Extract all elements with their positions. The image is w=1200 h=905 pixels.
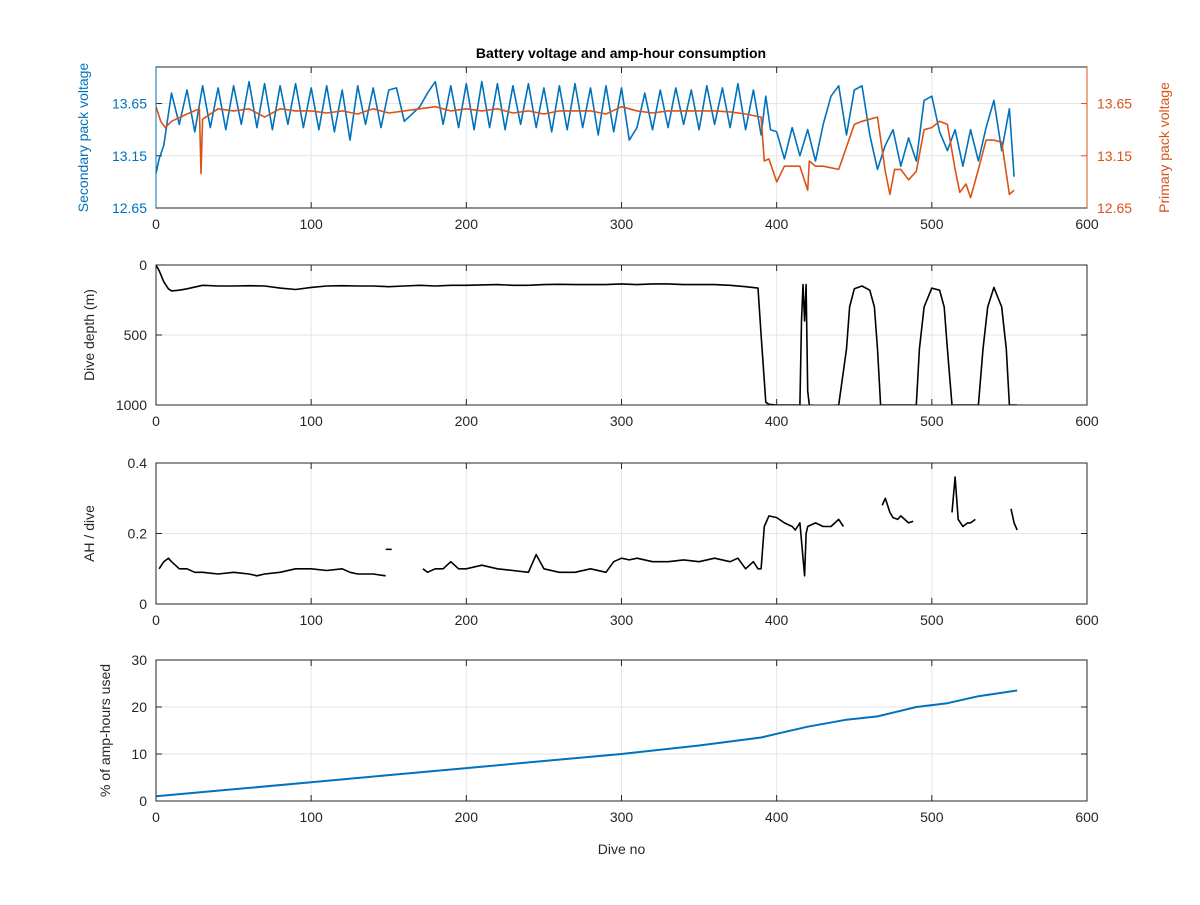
y-tick-label: 30 bbox=[131, 652, 147, 668]
y-axis-label: Secondary pack voltage bbox=[75, 63, 91, 213]
x-tick-label: 100 bbox=[299, 413, 323, 429]
x-tick-label: 400 bbox=[765, 216, 789, 232]
x-tick-label: 0 bbox=[152, 413, 160, 429]
y-right-tick-label: 13.15 bbox=[1097, 148, 1132, 164]
y-right-tick-label: 13.65 bbox=[1097, 96, 1132, 112]
x-tick-label: 0 bbox=[152, 809, 160, 825]
x-tick-label: 0 bbox=[152, 612, 160, 628]
y-axis-label: Dive depth (m) bbox=[81, 289, 97, 381]
series-line-secondary-pack-voltage bbox=[156, 80, 1015, 177]
y-tick-label: 12.65 bbox=[112, 200, 147, 216]
x-tick-label: 600 bbox=[1075, 216, 1099, 232]
y-tick-label: 0.4 bbox=[128, 455, 148, 471]
x-tick-label: 100 bbox=[299, 216, 323, 232]
axes-box bbox=[155, 659, 1088, 802]
series-line-panel2-1 bbox=[156, 265, 1018, 405]
y-axis-label: % of amp-hours used bbox=[97, 664, 113, 797]
x-tick-label: 500 bbox=[920, 216, 944, 232]
y-tick-label: 20 bbox=[131, 699, 147, 715]
x-tick-label: 300 bbox=[610, 612, 634, 628]
y-axis-label-right: Primary pack voltage bbox=[1156, 82, 1172, 213]
x-tick-label: 100 bbox=[299, 612, 323, 628]
y-tick-label: 500 bbox=[124, 327, 148, 343]
figure-title: Battery voltage and amp-hour consumption bbox=[476, 45, 766, 61]
x-tick-label: 200 bbox=[455, 413, 479, 429]
series-line-panel3-6 bbox=[1010, 508, 1018, 531]
y-tick-label: 1000 bbox=[116, 397, 147, 413]
axes-box bbox=[155, 462, 1088, 605]
x-tick-label: 400 bbox=[765, 413, 789, 429]
x-tick-label: 500 bbox=[920, 413, 944, 429]
x-tick-label: 600 bbox=[1075, 413, 1099, 429]
series-line-primary-pack-voltage bbox=[156, 105, 1015, 199]
y-tick-label: 13.65 bbox=[112, 96, 147, 112]
y-right-tick-label: 12.65 bbox=[1097, 200, 1132, 216]
y-axis-label: AH / dive bbox=[81, 505, 97, 562]
y-tick-label: 0 bbox=[139, 596, 147, 612]
x-axis-label: Dive no bbox=[598, 841, 646, 857]
x-tick-label: 300 bbox=[610, 413, 634, 429]
y-tick-label: 0 bbox=[139, 257, 147, 273]
x-tick-label: 400 bbox=[765, 612, 789, 628]
series-line-panel3-3 bbox=[422, 515, 845, 577]
series-line-panel3-1 bbox=[158, 557, 386, 577]
x-tick-label: 300 bbox=[610, 216, 634, 232]
x-tick-label: 600 bbox=[1075, 612, 1099, 628]
x-tick-label: 0 bbox=[152, 216, 160, 232]
axes-box bbox=[155, 264, 1088, 406]
x-tick-label: 500 bbox=[920, 612, 944, 628]
series-line-panel4-1 bbox=[156, 689, 1018, 798]
x-tick-label: 400 bbox=[765, 809, 789, 825]
x-tick-label: 200 bbox=[455, 612, 479, 628]
x-tick-label: 600 bbox=[1075, 809, 1099, 825]
series-line-panel3-5 bbox=[951, 476, 976, 528]
y-tick-label: 0 bbox=[139, 793, 147, 809]
x-tick-label: 200 bbox=[455, 216, 479, 232]
series-line-panel3-4 bbox=[881, 497, 914, 524]
x-tick-label: 300 bbox=[610, 809, 634, 825]
y-tick-label: 10 bbox=[131, 746, 147, 762]
x-tick-label: 500 bbox=[920, 809, 944, 825]
x-tick-label: 100 bbox=[299, 809, 323, 825]
y-tick-label: 13.15 bbox=[112, 148, 147, 164]
x-tick-label: 200 bbox=[455, 809, 479, 825]
y-tick-label: 0.2 bbox=[128, 526, 148, 542]
